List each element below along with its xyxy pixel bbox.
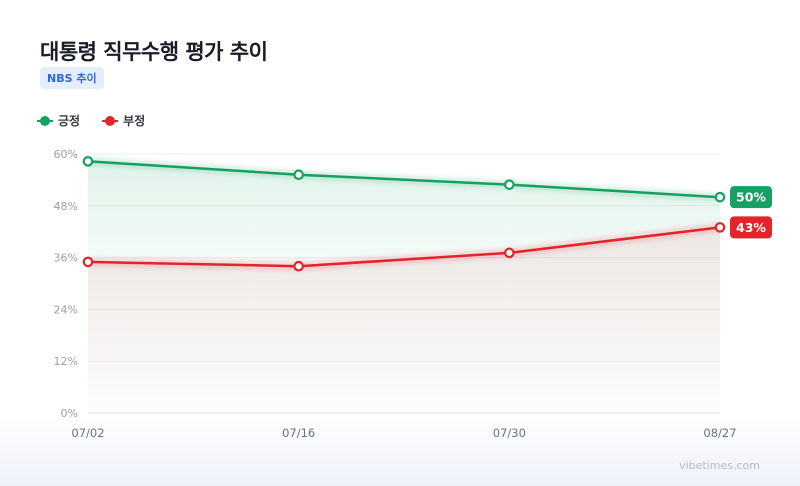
x-tick-label: 07/30 bbox=[493, 426, 526, 440]
data-point-negative bbox=[504, 247, 515, 259]
series-line-positive bbox=[86, 160, 722, 199]
watermark: vibetimes.com bbox=[679, 459, 760, 472]
end-label-bg-positive bbox=[730, 186, 772, 209]
x-tick-label: 08/27 bbox=[703, 426, 736, 440]
data-point-positive bbox=[82, 156, 94, 167]
source-badge: NBS 추이 bbox=[40, 67, 104, 89]
data-point-negative bbox=[714, 222, 726, 233]
series-line-negative bbox=[86, 226, 722, 268]
data-point-negative bbox=[82, 256, 94, 268]
end-label-bg-negative bbox=[730, 216, 772, 239]
legend-label-positive: 긍정 bbox=[58, 114, 81, 128]
legend-swatch-negative bbox=[102, 115, 119, 126]
chart-legend: 긍정 부정 bbox=[37, 112, 145, 129]
data-point-positive bbox=[714, 191, 726, 203]
legend-item-negative[interactable]: 부정 bbox=[102, 112, 145, 129]
y-tick-label: 12% bbox=[54, 355, 78, 368]
x-tick-label: 07/16 bbox=[282, 426, 315, 440]
legend-item-positive[interactable]: 긍정 bbox=[37, 112, 80, 129]
x-tick-label: 07/02 bbox=[71, 426, 104, 440]
bottom-fade bbox=[0, 416, 800, 486]
area-negative bbox=[88, 227, 720, 413]
legend-label-negative: 부정 bbox=[123, 114, 146, 128]
data-point-positive bbox=[293, 169, 304, 181]
y-tick-label: 60% bbox=[54, 148, 78, 161]
end-label-positive: 50% bbox=[736, 190, 766, 205]
end-label-negative: 43% bbox=[736, 220, 766, 235]
data-point-positive bbox=[504, 179, 515, 190]
y-tick-label: 48% bbox=[54, 200, 78, 213]
legend-swatch-positive bbox=[37, 115, 53, 126]
area-positive bbox=[88, 161, 720, 267]
page-title: 대통령 직무수행 평가 추이 bbox=[40, 40, 268, 64]
y-tick-label: 36% bbox=[54, 252, 78, 265]
y-tick-label: 24% bbox=[54, 303, 78, 316]
data-point-negative bbox=[293, 260, 304, 272]
y-tick-label: 0% bbox=[61, 407, 78, 420]
